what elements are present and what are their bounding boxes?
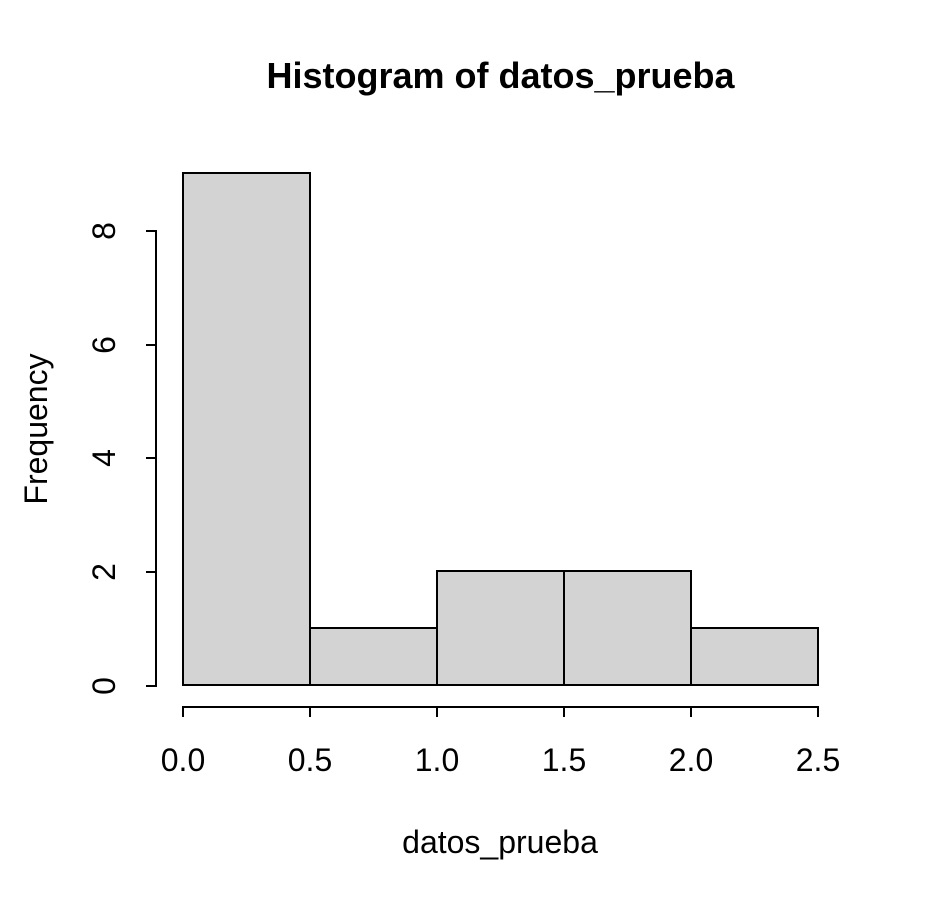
x-tick-label-5: 2.5 <box>795 742 841 778</box>
x-tick-label-3: 1.5 <box>541 742 587 778</box>
y-tick-label-0: 0 <box>86 677 122 695</box>
x-axis-label: datos_prueba <box>402 824 598 860</box>
y-tick-label-2: 4 <box>86 449 122 468</box>
x-tick-label-4: 2.0 <box>668 742 714 778</box>
histogram-bar-3 <box>563 570 692 686</box>
histogram-bar-1 <box>309 627 438 686</box>
histogram-bar-4 <box>690 627 819 686</box>
histogram-bar-2 <box>436 570 565 686</box>
y-axis-tick-4 <box>146 229 155 232</box>
x-tick-label-0: 0.0 <box>160 742 206 778</box>
y-axis-tick-1 <box>146 571 155 574</box>
y-axis-tick-3 <box>146 343 155 346</box>
x-tick-label-1: 0.5 <box>287 742 333 778</box>
x-axis-tick-2 <box>436 708 438 717</box>
y-axis-tick-0 <box>146 685 155 687</box>
y-axis-label: Frequency <box>18 353 54 505</box>
y-tick-label-4: 8 <box>86 221 122 240</box>
x-axis-tick-0 <box>182 708 184 717</box>
y-tick-label-3: 6 <box>86 335 122 354</box>
y-axis-line <box>155 229 157 687</box>
x-axis-tick-3 <box>563 708 565 717</box>
x-tick-label-2: 1.0 <box>414 742 460 778</box>
x-axis-tick-4 <box>690 708 692 717</box>
y-tick-label-1: 2 <box>86 563 122 582</box>
y-axis-tick-2 <box>146 457 155 460</box>
x-axis-tick-5 <box>817 708 819 717</box>
chart-title: Histogram of datos_prueba <box>266 55 735 96</box>
x-axis-line <box>182 706 819 708</box>
histogram-bar-0 <box>182 172 311 686</box>
x-axis-tick-1 <box>309 708 311 717</box>
